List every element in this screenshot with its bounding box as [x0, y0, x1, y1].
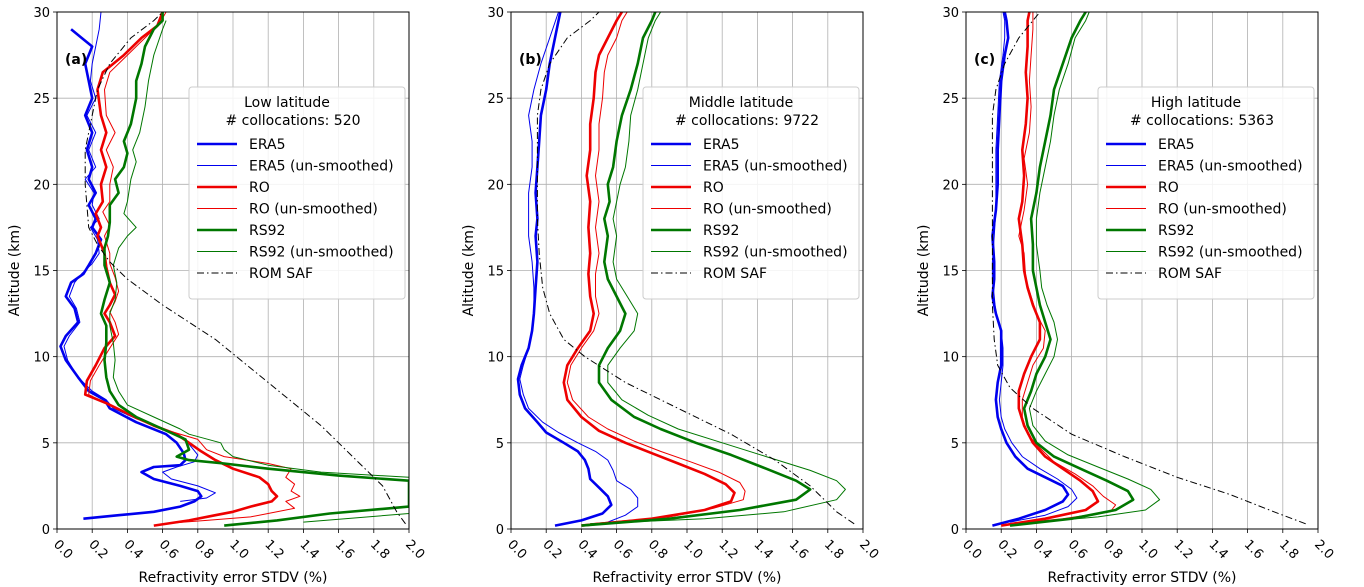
x-tick-label: 1.2 — [1170, 537, 1195, 562]
legend-title: High latitude — [1151, 95, 1241, 111]
legend-entry-label: ERA5 — [703, 137, 740, 153]
y-tick-label: 0 — [951, 523, 959, 538]
y-tick-label: 15 — [942, 265, 959, 280]
legend-entry-label: RS92 — [1158, 223, 1194, 239]
legend-entry-label: RO — [703, 180, 724, 196]
legend-title: Low latitude — [244, 95, 330, 111]
x-tick-label: 2.0 — [402, 537, 427, 562]
legend-entry-label: RO — [249, 180, 270, 196]
legend-entry-label: RO (un-smoothed) — [1158, 202, 1287, 218]
legend-entry-label: RS92 (un-smoothed) — [1158, 245, 1303, 261]
legend-entry-label: ERA5 — [1158, 137, 1195, 153]
legend-subtitle: # collocations: 520 — [225, 113, 360, 129]
x-tick-label: 0.4 — [1030, 537, 1055, 562]
x-tick-label: 0.6 — [156, 537, 181, 562]
y-axis-label: Altitude (km) — [916, 225, 932, 317]
y-tick-label: 0 — [496, 523, 504, 538]
x-tick-label: 0.0 — [959, 537, 984, 562]
y-tick-label: 15 — [487, 265, 504, 280]
y-tick-label: 5 — [42, 437, 50, 452]
y-tick-label: 30 — [487, 6, 504, 21]
x-tick-label: 1.4 — [1206, 537, 1231, 562]
x-tick-label: 0.8 — [1100, 537, 1125, 562]
x-tick-label: 0.6 — [1065, 537, 1090, 562]
legend-entry-label: RS92 (un-smoothed) — [249, 245, 394, 261]
panel-label: (b) — [519, 52, 542, 68]
legend-entry-label: ERA5 (un-smoothed) — [1158, 159, 1303, 175]
chart-panel-1: 0.0 0.2 0.4 0.6 0.8 1.0 1.2 1.4 1.6 1.8 2.0 0 5 10 15 2… — [7, 6, 427, 586]
legend-entry-label: ROM SAF — [703, 266, 767, 282]
y-tick-label: 5 — [951, 437, 959, 452]
legend-subtitle: # collocations: 5363 — [1130, 113, 1274, 129]
legend-entry-label: ROM SAF — [249, 266, 313, 282]
panel-label: (a) — [65, 52, 87, 68]
chart-panel-2: 0.0 0.2 0.4 0.6 0.8 1.0 1.2 1.4 1.6 1.8 2.0 0 5 10 15 2… — [461, 6, 881, 586]
y-tick-label: 5 — [496, 437, 504, 452]
x-tick-label: 1.0 — [1135, 537, 1160, 562]
x-axis-label: Refractivity error STDV (%) — [592, 570, 781, 586]
x-tick-label: 1.2 — [715, 537, 740, 562]
x-tick-label: 0.2 — [85, 537, 110, 562]
legend-entry-label: RS92 — [249, 223, 285, 239]
y-tick-label: 10 — [942, 351, 959, 366]
x-tick-label: 1.8 — [367, 537, 392, 562]
y-tick-label: 20 — [487, 178, 504, 193]
x-tick-label: 0.8 — [645, 537, 670, 562]
legend-entry-label: ERA5 (un-smoothed) — [249, 159, 394, 175]
legend-entry-label: RO (un-smoothed) — [703, 202, 832, 218]
x-tick-label: 1.4 — [297, 537, 322, 562]
legend-entry-label: ERA5 (un-smoothed) — [703, 159, 848, 175]
y-tick-label: 10 — [33, 351, 50, 366]
x-tick-label: 0.2 — [994, 537, 1019, 562]
y-tick-label: 15 — [33, 265, 50, 280]
legend-entry-label: ROM SAF — [1158, 266, 1222, 282]
x-tick-label: 1.0 — [226, 537, 251, 562]
x-tick-label: 0.8 — [191, 537, 216, 562]
x-tick-label: 1.8 — [821, 537, 846, 562]
y-tick-label: 25 — [33, 92, 50, 107]
x-tick-label: 1.0 — [680, 537, 705, 562]
x-tick-label: 0.0 — [504, 537, 529, 562]
y-tick-label: 20 — [942, 178, 959, 193]
legend-entry-label: RO — [1158, 180, 1179, 196]
x-tick-label: 1.8 — [1276, 537, 1301, 562]
legend-entry-label: RO (un-smoothed) — [249, 202, 378, 218]
x-tick-label: 1.4 — [751, 537, 776, 562]
x-tick-label: 2.0 — [1311, 537, 1336, 562]
y-tick-label: 30 — [942, 6, 959, 21]
panel-label: (c) — [974, 52, 995, 68]
x-tick-label: 0.2 — [539, 537, 564, 562]
x-tick-label: 1.6 — [1241, 537, 1266, 562]
x-tick-label: 0.0 — [50, 537, 75, 562]
legend-subtitle: # collocations: 9722 — [675, 113, 819, 129]
legend-title: Middle latitude — [689, 95, 793, 111]
y-tick-label: 20 — [33, 178, 50, 193]
x-tick-label: 1.6 — [786, 537, 811, 562]
x-tick-label: 0.4 — [575, 537, 600, 562]
legend-entry-label: ERA5 — [249, 137, 286, 153]
x-axis-label: Refractivity error STDV (%) — [1047, 570, 1236, 586]
y-tick-label: 25 — [487, 92, 504, 107]
y-tick-label: 25 — [942, 92, 959, 107]
y-axis-label: Altitude (km) — [461, 225, 477, 317]
x-tick-label: 0.4 — [121, 537, 146, 562]
y-tick-label: 30 — [33, 6, 50, 21]
legend-entry-label: RS92 (un-smoothed) — [703, 245, 848, 261]
y-tick-label: 0 — [42, 523, 50, 538]
y-axis-label: Altitude (km) — [7, 225, 23, 317]
series-line — [518, 12, 611, 526]
x-tick-label: 1.6 — [332, 537, 357, 562]
x-axis-label: Refractivity error STDV (%) — [138, 570, 327, 586]
y-tick-label: 10 — [487, 351, 504, 366]
x-tick-label: 0.6 — [610, 537, 635, 562]
chart-panel-3: 0.0 0.2 0.4 0.6 0.8 1.0 1.2 1.4 1.6 1.8 2.0 0 5 10 15 2… — [916, 6, 1336, 586]
x-tick-label: 2.0 — [856, 537, 881, 562]
legend-entry-label: RS92 — [703, 223, 739, 239]
x-tick-label: 1.2 — [261, 537, 286, 562]
